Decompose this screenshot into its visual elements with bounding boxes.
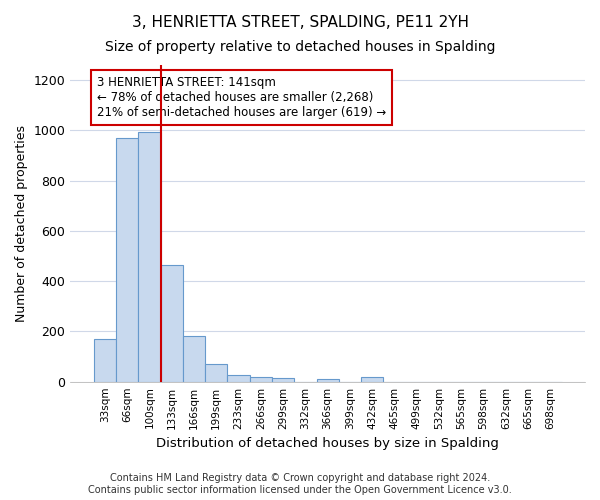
Bar bbox=[317, 379, 339, 382]
Bar bbox=[183, 336, 205, 382]
Text: 3 HENRIETTA STREET: 141sqm
← 78% of detached houses are smaller (2,268)
21% of s: 3 HENRIETTA STREET: 141sqm ← 78% of deta… bbox=[97, 76, 386, 120]
Bar bbox=[361, 377, 383, 382]
Bar bbox=[116, 138, 138, 382]
Text: Size of property relative to detached houses in Spalding: Size of property relative to detached ho… bbox=[105, 40, 495, 54]
Text: 3, HENRIETTA STREET, SPALDING, PE11 2YH: 3, HENRIETTA STREET, SPALDING, PE11 2YH bbox=[131, 15, 469, 30]
X-axis label: Distribution of detached houses by size in Spalding: Distribution of detached houses by size … bbox=[156, 437, 499, 450]
Bar bbox=[250, 377, 272, 382]
Bar bbox=[161, 265, 183, 382]
Bar bbox=[138, 132, 161, 382]
Bar bbox=[94, 339, 116, 382]
Y-axis label: Number of detached properties: Number of detached properties bbox=[15, 125, 28, 322]
Text: Contains HM Land Registry data © Crown copyright and database right 2024.
Contai: Contains HM Land Registry data © Crown c… bbox=[88, 474, 512, 495]
Bar bbox=[227, 375, 250, 382]
Bar bbox=[205, 364, 227, 382]
Bar bbox=[272, 378, 294, 382]
